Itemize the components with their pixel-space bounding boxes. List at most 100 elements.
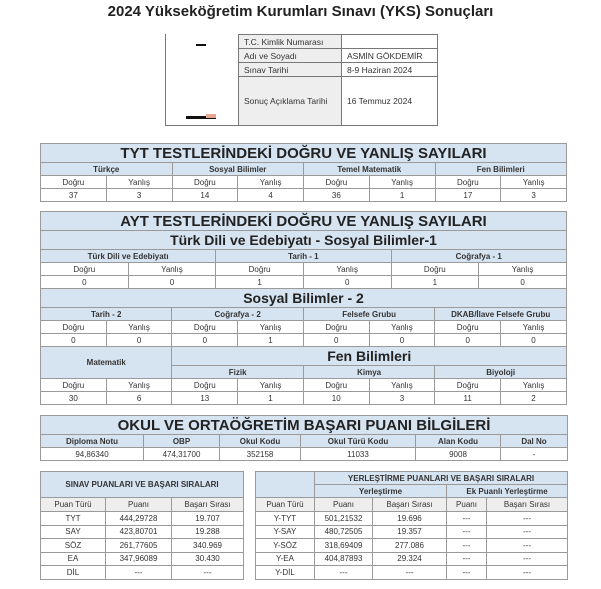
score-cell: --- [485,511,569,526]
dogru-label: Doğru [302,378,370,392]
score-cell: 340.969 [170,538,245,553]
subject-header: Tarih - 1 [215,249,392,263]
score-row: TYT 444,29728 19.707 [40,511,245,526]
okul-header: Okul Kodu [219,434,301,448]
score-cell: 444,29728 [105,511,172,526]
placement-scores-table: YERLEŞTİRME PUANLARI VE BAŞARI SIRALARI … [255,471,569,580]
fen-title: Fen Bilimleri [171,346,567,366]
score-cell: --- [485,565,569,580]
yanlis-value: 3 [105,188,173,202]
score-row: SAY 423,80701 19.288 [40,524,245,539]
result-date-label: Sonuç Açıklama Tarihi [238,76,342,126]
score-row: Y-SAY 480,72505 19.357 --- --- [255,524,569,539]
yanlis-label: Yanlış [237,175,304,189]
tc-value [341,34,438,49]
tc-label: T.C. Kimlik Numarası [238,34,342,49]
sinav-scores-table: SINAV PUANLARI VE BAŞARI SIRALARI Puan T… [39,471,245,580]
yanlis-label: Yanlış [237,320,304,334]
score-cell: --- [314,565,373,580]
score-cell: Y-SAY [255,524,315,539]
subject-header: Kimya [302,365,436,379]
score-row: Y-EA 404,87893 29.324 --- --- [255,551,569,566]
score-cell: --- [446,565,487,580]
yer-blank-header [255,471,315,498]
dogru-label: Doğru [303,175,370,189]
score-cell: Y-SÖZ [255,538,315,553]
ayt-table: AYT TESTLERİNDEKİ DOĞRU VE YANLIŞ SAYILA… [39,211,567,405]
subject-header: Tarih - 2 [39,307,173,321]
yanlis-value: 1 [368,188,436,202]
dogru-value: 0 [171,333,239,347]
subject-header: Temel Matematik [303,162,436,176]
yer-sub-placement: Yerleştirme [314,484,447,498]
score-cell: 277.086 [372,538,447,553]
score-row: EA 347,96089 30.430 [40,551,245,566]
mat-yanlis-value: 6 [105,391,173,405]
name-value: ASMİN GÖKDEMİR [341,48,438,63]
dogru-label: Doğru [171,378,239,392]
dogru-label: Doğru [40,262,129,276]
yanlis-value: 4 [237,188,304,202]
dogru-value: 0 [302,333,370,347]
page-title: 2024 Yükseköğretim Kurumları Sınavı (YKS… [107,3,494,20]
column-header: Puan Türü [40,497,106,512]
column-header: Başarı Sırası [372,497,447,512]
subject-header: Fizik [171,365,304,379]
okul-value: - [499,447,569,461]
column-header: Başarı Sırası [485,497,569,512]
subject-header: Coğrafya - 2 [171,307,304,321]
score-cell: 501,21532 [314,511,373,526]
yanlis-value: 3 [500,188,567,202]
score-cell: --- [485,551,569,566]
dogru-label: Doğru [434,320,502,334]
yanlis-value: 0 [500,333,567,347]
okul-header: Okul Türü Kodu [300,434,416,448]
dogru-label: Doğru [434,175,502,189]
exam-date-label: Sınav Tarihi [238,62,342,77]
tde-title: Türk Dili ve Edebiyatı - Sosyal Bilimler… [40,230,567,250]
okul-table: OKUL VE ORTAÖĞRETİM BAŞARI PUANI BİLGİLE… [39,415,569,461]
yanlis-value: 0 [368,333,436,347]
column-header: Puanı [446,497,487,512]
score-cell: 480,72505 [314,524,373,539]
column-header: Başarı Sırası [170,497,245,512]
yanlis-value: 3 [368,391,436,405]
tyt-table: TYT TESTLERİNDEKİ DOĞRU VE YANLIŞ SAYILA… [40,143,567,202]
score-cell: Y-TYT [255,511,315,526]
yanlis-value: 0 [302,275,392,289]
yanlis-label: Yanlış [368,378,436,392]
score-cell: 19.696 [372,511,447,526]
score-cell: --- [170,565,245,580]
score-row: DİL --- --- [40,565,245,580]
score-cell: SÖZ [40,538,106,553]
subject-header: Türkçe [40,162,173,176]
sb2-title: Sosyal Bilimler - 2 [40,288,567,308]
yanlis-label: Yanlış [500,378,567,392]
score-cell: 261,77605 [105,538,172,553]
dogru-label: Doğru [171,320,239,334]
score-row: Y-TYT 501,21532 19.696 --- --- [255,511,569,526]
yanlis-label: Yanlış [105,378,173,392]
yanlis-label: Yanlış [237,378,304,392]
score-cell: --- [446,511,487,526]
column-header: Puanı [314,497,373,512]
yanlis-value: 1 [237,391,304,405]
dogru-value: 0 [40,333,107,347]
yanlis-label: Yanlış [302,262,392,276]
dogru-value: 14 [171,188,239,202]
dogru-label: Doğru [215,262,304,276]
dogru-label: Doğru [302,320,370,334]
score-cell: 318,69409 [314,538,373,553]
candidate-info-table: T.C. Kimlik Numarası Adı ve Soyadı ASMİN … [238,34,438,126]
mat-dogru-value: 30 [40,391,107,405]
yanlis-value: 1 [237,333,304,347]
subject-header: Fen Bilimleri [434,162,567,176]
score-row: SÖZ 261,77605 340.969 [40,538,245,553]
score-cell: 19.357 [372,524,447,539]
score-cell: --- [105,565,172,580]
okul-value: 94,86340 [40,447,144,461]
yanlis-label: Yanlış [368,320,436,334]
dogru-value: 0 [434,333,502,347]
photo [165,34,239,126]
mat-title: Matematik [39,346,173,379]
